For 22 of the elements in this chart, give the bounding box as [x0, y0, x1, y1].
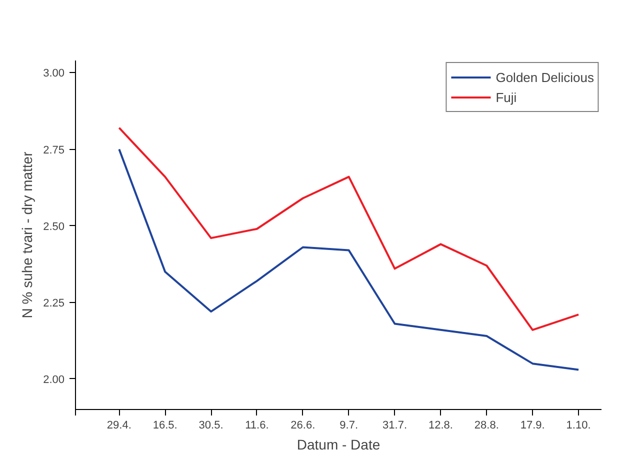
y-axis-title: N % suhe tvari - dry matter — [19, 151, 36, 318]
legend-label: Golden Delicious — [496, 70, 594, 84]
x-tick-label: 11.6. — [245, 420, 269, 432]
x-tick-label: 9.7. — [340, 420, 358, 432]
y-tick-label: 2.75 — [43, 144, 65, 156]
x-axis-title: Datum - Date — [296, 436, 380, 452]
line-series — [118, 126, 580, 331]
y-tick-label: 2.25 — [43, 297, 65, 310]
x-tick-label: 28.8. — [474, 420, 499, 432]
y-tick-label: 3.00 — [43, 68, 65, 80]
x-tick-label: 1.10. — [566, 420, 591, 432]
x-tick-label: 31.7. — [382, 420, 408, 432]
line-series — [118, 148, 580, 371]
x-tick-label: 26.6. — [290, 420, 316, 432]
y-tick-label: 2.00 — [43, 374, 65, 386]
x-tick-label: 30.5. — [198, 420, 224, 432]
x-tick-label: 17.9. — [520, 420, 545, 432]
x-tick-label: 12.8. — [428, 420, 453, 432]
x-tick-label: 29.4. — [106, 420, 132, 432]
legend-label: Fuji — [496, 90, 517, 104]
x-tick-label: 16.5. — [152, 420, 178, 432]
y-tick-label: 2.50 — [43, 220, 65, 233]
